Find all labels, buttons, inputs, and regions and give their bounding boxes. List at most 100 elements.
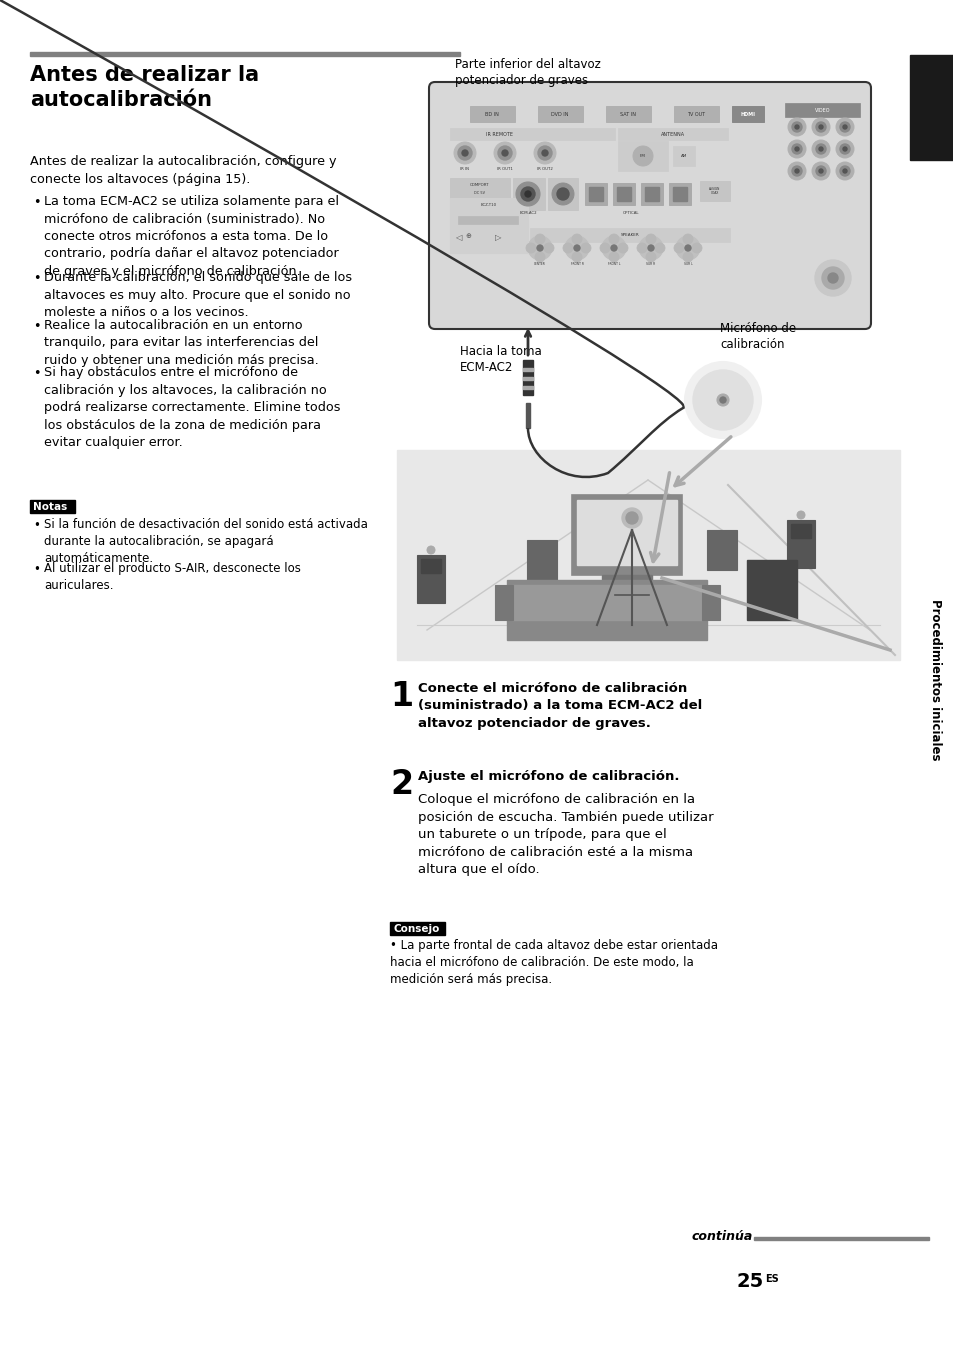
Bar — [547, 178, 578, 210]
Bar — [588, 187, 602, 201]
Text: CENTER: CENTER — [534, 262, 545, 266]
Bar — [673, 105, 719, 122]
Circle shape — [552, 183, 574, 206]
Circle shape — [639, 237, 662, 260]
Circle shape — [811, 141, 829, 158]
Circle shape — [461, 150, 468, 155]
Bar — [790, 525, 810, 538]
Text: FRONT R: FRONT R — [570, 262, 583, 266]
Text: IR REMOTE: IR REMOTE — [486, 131, 513, 137]
Circle shape — [692, 370, 752, 430]
Bar — [522, 360, 533, 395]
Circle shape — [794, 124, 799, 128]
Bar — [450, 128, 615, 141]
Bar — [457, 216, 517, 224]
Bar — [513, 178, 544, 210]
Text: 1: 1 — [390, 680, 413, 713]
Bar — [672, 146, 695, 166]
Bar — [506, 580, 706, 639]
Circle shape — [787, 118, 805, 137]
Bar — [512, 585, 701, 621]
Circle shape — [811, 118, 829, 137]
Text: 2: 2 — [390, 768, 413, 800]
Text: SUR R: SUR R — [646, 262, 655, 266]
Bar — [753, 1237, 928, 1240]
Bar — [420, 558, 440, 573]
Circle shape — [840, 166, 849, 176]
Circle shape — [827, 273, 837, 283]
Text: HDMI: HDMI — [740, 111, 755, 116]
Bar — [522, 377, 533, 380]
Circle shape — [610, 245, 617, 251]
Text: SAT IN: SAT IN — [619, 111, 636, 116]
Text: Hacia la toma
ECM-AC2: Hacia la toma ECM-AC2 — [459, 345, 541, 375]
Circle shape — [655, 243, 664, 253]
Circle shape — [574, 245, 579, 251]
Text: VIDEO: VIDEO — [814, 108, 829, 112]
Circle shape — [835, 141, 853, 158]
Bar — [672, 187, 686, 201]
Circle shape — [794, 147, 799, 151]
Text: ES: ES — [764, 1274, 778, 1284]
Text: Procedimientos iniciales: Procedimientos iniciales — [928, 599, 942, 761]
Circle shape — [580, 243, 590, 253]
Circle shape — [645, 251, 656, 262]
Circle shape — [842, 169, 846, 173]
Circle shape — [537, 146, 552, 160]
Text: Coloque el micrófono de calibración en la
posición de escucha. También puede uti: Coloque el micrófono de calibración en l… — [417, 794, 713, 876]
Bar — [706, 530, 737, 571]
Circle shape — [524, 191, 531, 197]
Circle shape — [543, 243, 554, 253]
Circle shape — [633, 146, 652, 166]
Circle shape — [821, 266, 843, 289]
Circle shape — [791, 145, 801, 154]
Bar — [701, 585, 720, 621]
Bar — [522, 368, 533, 370]
Text: Si hay obstáculos entre el micrófono de
calibración y los altavoces, la calibrac: Si hay obstáculos entre el micrófono de … — [44, 366, 340, 449]
Bar — [522, 387, 533, 389]
Text: Antes de realizar la
autocalibración: Antes de realizar la autocalibración — [30, 65, 259, 110]
Bar — [416, 556, 444, 603]
Text: •: • — [33, 519, 40, 531]
Bar — [572, 495, 681, 575]
Bar — [450, 197, 527, 253]
Text: 25: 25 — [737, 1272, 763, 1291]
Circle shape — [791, 166, 801, 176]
Circle shape — [815, 145, 825, 154]
Text: FM: FM — [639, 154, 645, 158]
Circle shape — [618, 243, 627, 253]
Circle shape — [840, 145, 849, 154]
Text: •: • — [33, 196, 40, 210]
Text: La toma ECM-AC2 se utiliza solamente para el
micrófono de calibración (suministr: La toma ECM-AC2 se utiliza solamente par… — [44, 195, 338, 279]
Text: SPEAKER: SPEAKER — [620, 233, 639, 237]
Text: IR OUT1: IR OUT1 — [497, 168, 513, 170]
Circle shape — [501, 150, 507, 155]
Bar — [617, 187, 630, 201]
Text: Notas: Notas — [33, 502, 67, 511]
Text: •: • — [33, 319, 40, 333]
Text: OPTICAL: OPTICAL — [622, 211, 639, 215]
Circle shape — [684, 362, 760, 438]
Text: DVD IN: DVD IN — [551, 111, 568, 116]
Circle shape — [811, 162, 829, 180]
Circle shape — [520, 187, 535, 201]
Circle shape — [601, 237, 625, 260]
Circle shape — [791, 122, 801, 132]
Text: Antes de realizar la autocalibración, configure y
conecte los altavoces (página : Antes de realizar la autocalibración, co… — [30, 155, 336, 187]
Circle shape — [621, 508, 641, 529]
Bar — [450, 178, 510, 210]
Circle shape — [796, 511, 804, 519]
Circle shape — [535, 234, 544, 243]
Text: ◁: ◁ — [455, 233, 461, 242]
Bar — [618, 141, 667, 170]
Circle shape — [787, 141, 805, 158]
Text: ANTENNA: ANTENNA — [660, 131, 684, 137]
Text: Parte inferior del altavoz
potenciador de graves: Parte inferior del altavoz potenciador d… — [455, 58, 600, 87]
Text: •: • — [33, 562, 40, 576]
Circle shape — [572, 251, 581, 262]
Circle shape — [842, 147, 846, 151]
Text: AM: AM — [680, 154, 686, 158]
Text: Conecte el micrófono de calibración
(suministrado) a la toma ECM-AC2 del
altavoz: Conecte el micrófono de calibración (sum… — [417, 681, 701, 730]
Circle shape — [535, 251, 544, 262]
Circle shape — [787, 162, 805, 180]
